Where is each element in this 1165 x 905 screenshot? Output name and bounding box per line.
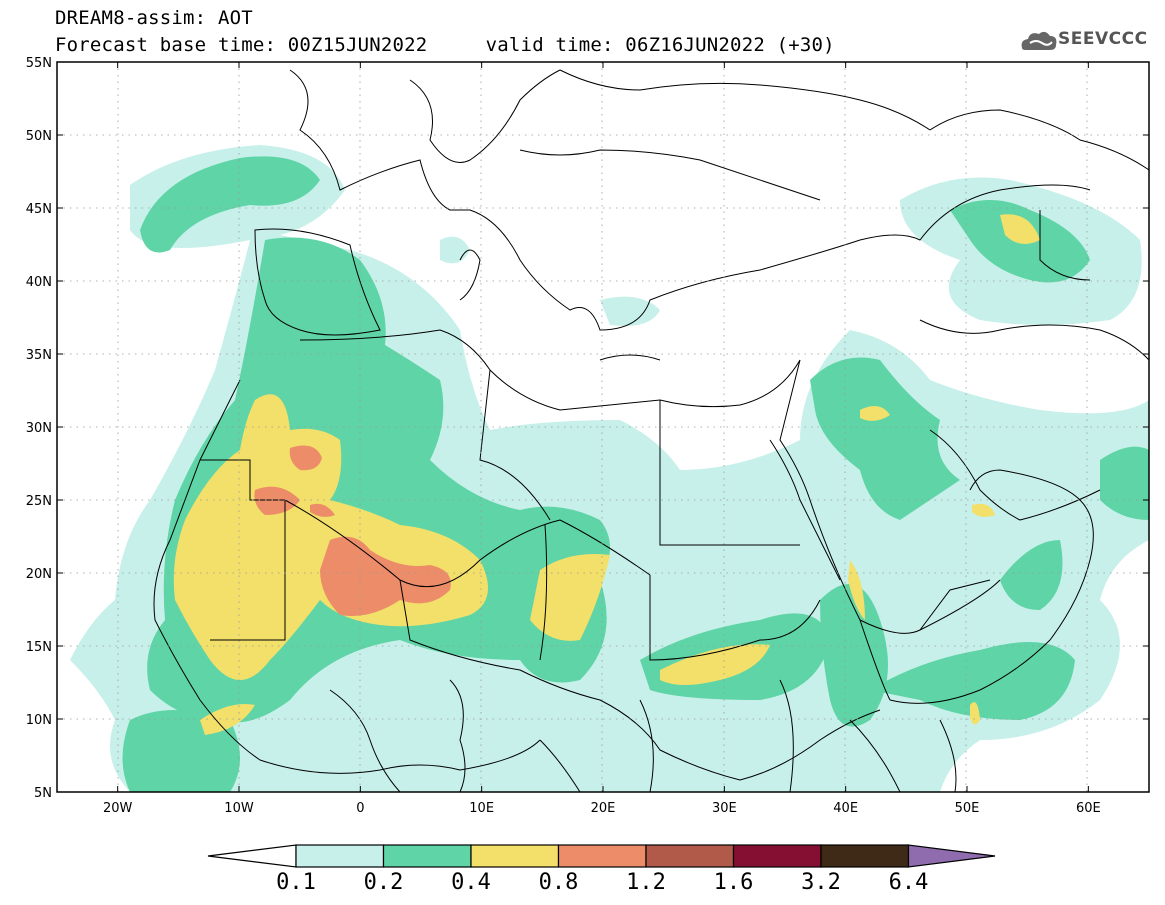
lat-label: 25N [26, 494, 52, 509]
lon-label: 20E [591, 801, 616, 816]
colorbar-label: 6.4 [888, 870, 929, 895]
lat-label: 30N [26, 421, 52, 436]
cloud-icon [1021, 31, 1057, 50]
colorbar-high-arrow [907, 844, 996, 868]
lat-label: 50N [26, 129, 52, 144]
colorbar-low-arrow [207, 844, 297, 868]
colorbar [207, 844, 996, 868]
lon-label: 20W [103, 801, 133, 816]
lat-label: 35N [26, 348, 52, 363]
colorbar-swatch [470, 844, 560, 868]
longitude-labels: 20W 10W 0 10E 20E 30E 40E 50E 60E [103, 801, 1101, 816]
forecast-time-label: Forecast base time: 00Z15JUN2022 valid t… [55, 34, 835, 56]
lat-label: 10N [26, 713, 52, 728]
colorbar-label: 0.8 [538, 870, 579, 895]
lat-label: 5N [34, 786, 52, 801]
lat-label: 15N [26, 640, 52, 655]
logo-text: SEEVCCC [1058, 29, 1148, 49]
colorbar-label: 0.2 [363, 870, 404, 895]
lon-label: 0 [356, 801, 364, 816]
colorbar-label: 0.1 [276, 870, 316, 895]
lon-label: 40E [833, 801, 858, 816]
aot-shading [70, 145, 1149, 792]
gridlines [57, 62, 1149, 792]
lon-label: 10E [469, 801, 494, 816]
colorbar-swatch [645, 844, 735, 868]
lat-label: 45N [26, 202, 52, 217]
colorbar-label: 3.2 [801, 870, 841, 895]
colorbar-swatch [820, 844, 910, 868]
coastlines [153, 69, 1149, 792]
lon-label: 60E [1076, 801, 1101, 816]
colorbar-swatch [557, 844, 647, 868]
colorbar-label: 0.4 [451, 870, 491, 895]
lon-label: 10W [224, 801, 254, 816]
colorbar-swatch [295, 844, 385, 868]
lat-label: 40N [26, 275, 52, 290]
map-title: DREAM8-assim: AOT [55, 7, 253, 29]
lon-label: 30E [712, 801, 737, 816]
latitude-labels: 55N 50N 45N 40N 35N 30N 25N 20N 15N 10N 5N [26, 56, 52, 801]
lon-label: 50E [955, 801, 980, 816]
lat-label: 20N [26, 567, 52, 582]
colorbar-swatch [732, 844, 822, 868]
colorbar-swatch [382, 844, 472, 868]
colorbar-label: 1.6 [713, 870, 754, 895]
axis-ticks [57, 61, 1149, 793]
colorbar-label: 1.2 [626, 870, 666, 895]
lat-label: 55N [26, 56, 52, 71]
